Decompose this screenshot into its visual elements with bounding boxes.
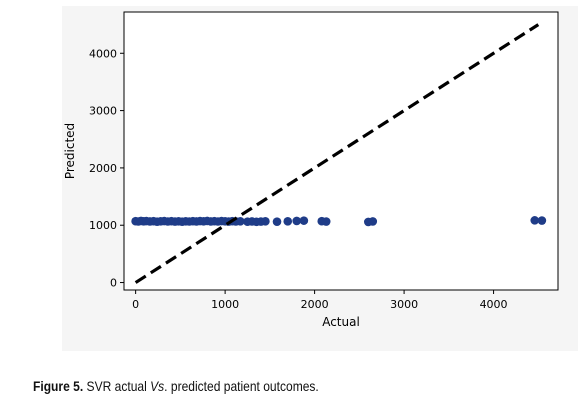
figure-caption: Figure 5. SVR actual Vs. predicted patie… <box>33 378 319 394</box>
data-point-44 <box>530 216 540 225</box>
data-point-43 <box>368 217 378 226</box>
chart-figure: 0 1000 2000 3000 4000 0 1000 2000 3000 4000 Actu… <box>62 6 578 351</box>
x-axis-label: Actual <box>322 315 360 329</box>
data-point-30 <box>236 217 245 226</box>
caption-lead: Figure 5. <box>33 378 84 394</box>
data-point-39 <box>299 216 309 225</box>
x-tick-label: 1000 <box>211 298 239 311</box>
y-tick-label: 0 <box>110 277 117 290</box>
data-point-35 <box>261 217 270 226</box>
data-point-36 <box>272 217 282 226</box>
data-point-38 <box>292 216 302 226</box>
caption-text-1: SVR actual <box>83 378 151 394</box>
y-tick-label: 2000 <box>89 162 117 175</box>
x-tick-label: 2000 <box>301 298 329 311</box>
x-tick-label: 3000 <box>390 298 418 311</box>
data-point-37 <box>283 217 293 226</box>
y-tick-label: 3000 <box>89 105 117 118</box>
y-tick-label: 1000 <box>89 219 117 232</box>
data-point-41 <box>321 217 331 226</box>
caption-text-2: . predicted patient outcomes. <box>164 378 319 394</box>
x-tick-label: 0 <box>132 298 139 311</box>
scatter-chart: 0 1000 2000 3000 4000 0 1000 2000 3000 4000 Actu… <box>63 11 559 329</box>
caption-italic: Vs <box>150 378 165 394</box>
y-tick-label: 4000 <box>89 47 117 60</box>
data-point-45 <box>537 216 547 225</box>
reference-line <box>134 23 540 284</box>
y-axis-label: Predicted <box>63 123 77 179</box>
x-tick-label: 4000 <box>480 298 508 311</box>
